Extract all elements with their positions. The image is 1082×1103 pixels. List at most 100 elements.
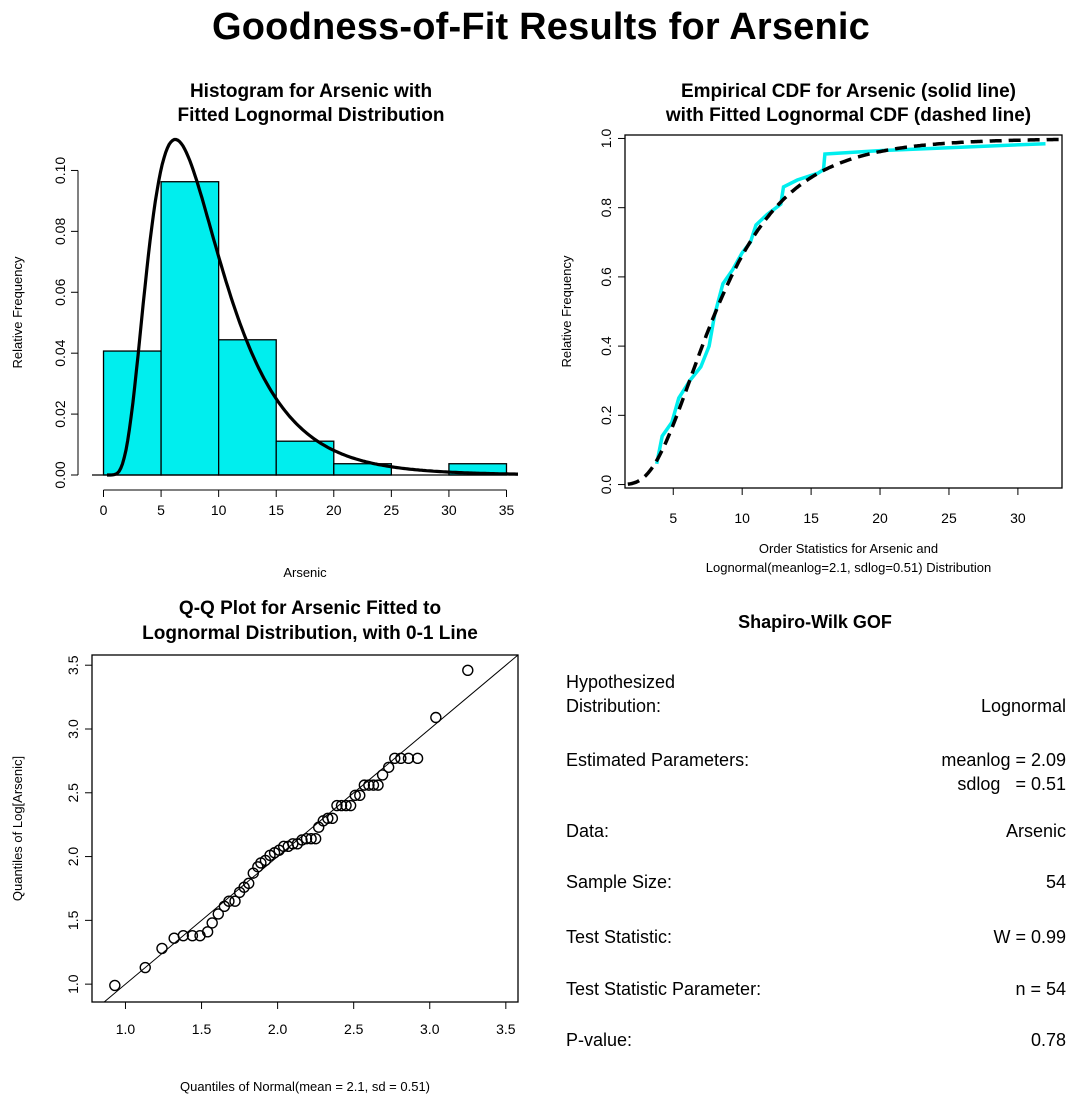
histogram-panel: Histogram for Arsenic with Fitted Lognorm…: [10, 81, 518, 580]
qq-point: [376, 769, 389, 781]
histogram-x-tick-label: 25: [384, 502, 400, 518]
histogram-bar: [217, 339, 277, 476]
gof-row-label: Distribution:: [566, 696, 661, 716]
ecdf-x-tick-label: 10: [734, 510, 750, 526]
qqplot-y-tick-label: 3.5: [65, 655, 81, 675]
qqplot-title-line: Q-Q Plot for Arsenic Fitted to: [179, 598, 441, 619]
qqplot-y-tick-label: 2.0: [65, 847, 81, 867]
qq-point: [402, 752, 415, 765]
qq-point: [326, 812, 339, 824]
gof-row-label: Estimated Parameters:: [566, 750, 749, 770]
qq-point: [252, 861, 264, 873]
histogram-title-line: Fitted Lognormal Distribution: [177, 105, 444, 126]
gof-table-panel: Shapiro-Wilk GOF Hypothesized Distribution…: [566, 612, 1066, 1050]
qqplot-x-tick-label: 3.5: [496, 1021, 516, 1037]
ecdf-y-tick-label: 0.2: [598, 405, 614, 425]
qqplot-x-tick-label: 2.0: [268, 1021, 288, 1037]
ecdf-y-label: Relative Frequency: [559, 255, 574, 367]
ecdf-y-tick-label: 0.8: [598, 198, 614, 218]
qq-point: [223, 895, 235, 907]
ecdf-x-label-line: Order Statistics for Arsenic and: [759, 541, 938, 556]
qq-point: [382, 761, 395, 773]
gof-row-label: Sample Size:: [566, 872, 672, 892]
qq-point: [168, 932, 180, 944]
gof-table-title: Shapiro-Wilk GOF: [738, 612, 892, 632]
qq-point: [243, 877, 255, 890]
histogram-x-tick-label: 0: [100, 502, 108, 518]
qq-point: [367, 779, 380, 791]
qqplot-x-label: Quantiles of Normal(mean = 2.1, sd = 0.5…: [180, 1079, 430, 1094]
ecdf-x-tick-label: 30: [1010, 510, 1026, 526]
gof-row-label: Test Statistic:: [566, 927, 672, 947]
histogram-y-tick-label: 0.06: [52, 278, 68, 305]
histogram-x-tick-label: 30: [441, 502, 457, 518]
qqplot-x-tick-label: 1.5: [192, 1021, 212, 1037]
qq-point: [430, 711, 442, 724]
qq-point: [389, 752, 401, 765]
qq-point: [300, 833, 313, 845]
ecdf-y-tick-label: 0.4: [598, 336, 614, 356]
qq-point: [411, 752, 424, 765]
figure-title: Goodness-of-Fit Results for Arsenic: [212, 6, 870, 48]
gof-row-label: Data:: [566, 821, 609, 841]
qq-point: [177, 929, 189, 942]
qqplot-box: [91, 654, 519, 1003]
gof-row-value: meanlog = 2.09: [941, 750, 1066, 770]
ecdf-plot-box: [624, 134, 1063, 489]
qqplot-title-line: Lognormal Distribution, with 0-1 Line: [142, 623, 478, 644]
ecdf-y-tick-label: 1.0: [598, 129, 614, 149]
gof-row-label: P-value:: [566, 1030, 632, 1050]
gof-row-value: Arsenic: [1006, 821, 1066, 841]
gof-row-value: sdlog = 0.51: [957, 774, 1066, 794]
qq-point: [462, 664, 474, 677]
fitted-density-curve: [107, 137, 518, 477]
ecdf-x-label-line: Lognormal(meanlog=2.1, sdlog=0.51) Distr…: [706, 560, 991, 575]
ecdf-x-tick-label: 5: [669, 510, 677, 526]
ecdf-panel: Empirical CDF for Arsenic (solid line) wi…: [559, 81, 1063, 575]
gof-row-value: 0.78: [1031, 1030, 1066, 1050]
qqplot-x-tick-label: 1.0: [116, 1021, 136, 1037]
qqplot-x-tick-label: 3.0: [420, 1021, 440, 1037]
qq-point: [186, 929, 199, 942]
histogram-title-line: Histogram for Arsenic with: [190, 81, 432, 102]
histogram-y-tick-label: 0.10: [52, 157, 68, 184]
gof-row-label: Test Statistic Parameter:: [566, 979, 761, 999]
qq-point: [322, 812, 334, 824]
histogram-y-label: Relative Frequency: [10, 256, 25, 368]
histogram-x-label: Arsenic: [283, 565, 327, 580]
qq-point: [340, 799, 352, 812]
histogram-x-tick-label: 20: [326, 502, 342, 518]
qqplot-y-label: Quantiles of Log[Arsenic]: [10, 756, 25, 901]
qq-point: [156, 942, 168, 955]
ecdf-x-tick-label: 15: [803, 510, 819, 526]
qq-point: [363, 779, 375, 791]
qqplot-y-tick-label: 2.5: [65, 783, 81, 803]
ecdf-y-tick-label: 0.0: [598, 475, 614, 495]
qq-point: [305, 833, 317, 845]
qq-point: [212, 908, 224, 920]
histogram-x-tick-label: 35: [499, 502, 515, 518]
qq-point: [358, 779, 371, 791]
histogram-y-tick-label: 0.04: [52, 339, 68, 366]
gof-row-label: Hypothesized: [566, 672, 675, 692]
qq-point: [201, 926, 214, 938]
histogram-x-tick-label: 5: [157, 502, 165, 518]
gof-row-value: 54: [1046, 872, 1066, 892]
qqplot-y-tick-label: 3.0: [65, 719, 81, 739]
qq-point: [335, 799, 348, 812]
qq-point: [354, 789, 366, 802]
qq-point: [109, 979, 121, 992]
qq-point: [395, 752, 407, 765]
qqplot-x-tick-label: 2.5: [344, 1021, 364, 1037]
qq-point: [344, 799, 357, 812]
qq-point: [372, 779, 384, 791]
qq-point: [309, 833, 322, 845]
histogram-y-tick-label: 0.02: [52, 400, 68, 427]
qq-point: [229, 895, 241, 907]
qqplot-panel: Q-Q Plot for Arsenic Fitted to Lognormal …: [10, 598, 519, 1094]
fitted-cdf-dashed-line: [627, 137, 1061, 486]
ecdf-title-line: Empirical CDF for Arsenic (solid line): [681, 81, 1016, 102]
histogram-x-tick-label: 10: [211, 502, 227, 518]
histogram-bar: [160, 181, 220, 476]
